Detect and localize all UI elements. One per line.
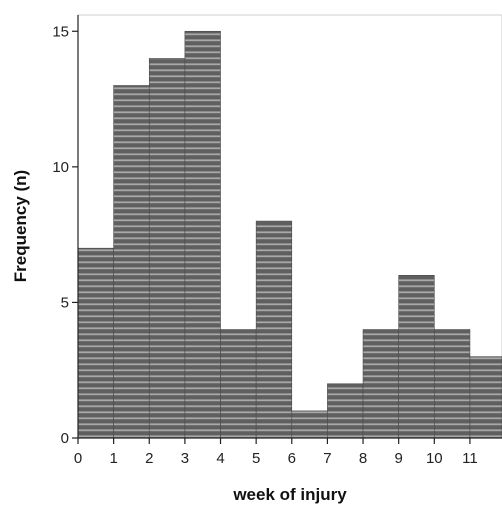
histogram-bar (148, 58, 186, 439)
histogram-bar (220, 329, 257, 439)
y-ticks-group: 0 5 10 15 (52, 23, 78, 447)
x-tick-label: 7 (323, 450, 331, 467)
x-tick-label: 6 (288, 450, 296, 467)
y-axis-title: Frequency (n) (11, 170, 30, 282)
x-tick-label: 1 (109, 450, 117, 467)
x-tick-label: 11 (462, 450, 478, 467)
histogram-bar (291, 410, 328, 439)
y-tick-label: 15 (52, 23, 69, 40)
x-tick-label: 10 (426, 450, 443, 467)
histogram-bar (434, 329, 471, 439)
x-tick-label: 5 (252, 450, 260, 467)
x-ticks-group: 0 1 2 3 4 5 6 7 8 9 10 11 (74, 438, 478, 467)
x-tick-label: 4 (216, 450, 224, 467)
histogram-bar (469, 356, 502, 439)
histogram-bar (255, 220, 293, 439)
histogram-bar (184, 30, 221, 439)
bars-group (77, 30, 502, 439)
y-tick-label: 10 (52, 159, 69, 176)
x-axis-title: week of injury (232, 485, 347, 504)
y-tick-label: 5 (61, 294, 69, 311)
histogram-bar (113, 85, 150, 439)
x-tick-label: 9 (395, 450, 403, 467)
x-tick-label: 3 (181, 450, 189, 467)
histogram-bar (327, 383, 364, 439)
histogram-bar (77, 247, 114, 439)
x-tick-label: 2 (145, 450, 153, 467)
histogram-bar (362, 329, 399, 439)
x-tick-label: 8 (359, 450, 367, 467)
y-tick-label: 0 (61, 430, 69, 447)
x-tick-label: 0 (74, 450, 82, 467)
histogram-bar (398, 275, 435, 439)
